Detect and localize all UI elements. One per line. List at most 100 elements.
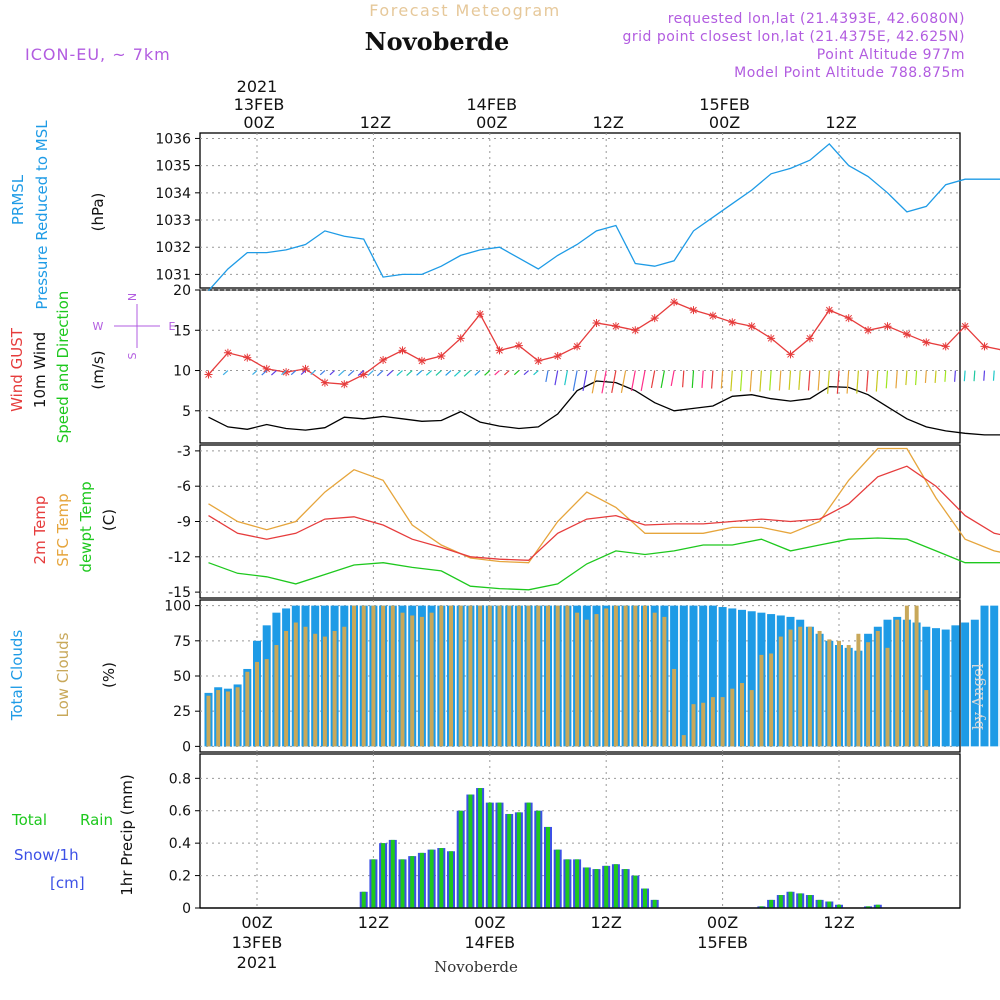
compass-east: E bbox=[169, 320, 176, 333]
wind-arrow bbox=[453, 370, 462, 377]
wind-arrow bbox=[367, 370, 374, 377]
compass-south: S bbox=[126, 352, 139, 359]
gust-marker bbox=[476, 310, 485, 319]
temp-sfc-label: SFC Temp bbox=[54, 493, 72, 566]
low-cloud-bar bbox=[526, 605, 531, 747]
wind-unit: (m/s) bbox=[89, 350, 107, 389]
wind-arrow bbox=[924, 370, 927, 383]
wind-arrow bbox=[329, 370, 336, 376]
total-cloud-bar bbox=[689, 605, 698, 747]
precip-bar bbox=[575, 859, 580, 908]
bottom-hour-label: 00Z bbox=[474, 913, 505, 932]
y-tick-label: 1034 bbox=[155, 186, 191, 202]
wind-arrow bbox=[640, 370, 646, 392]
pressure-label-2: Pressure Reduced to MSL bbox=[33, 120, 51, 310]
y-tick-label: -9 bbox=[177, 515, 191, 531]
y-tick-label: -6 bbox=[177, 479, 191, 495]
wind-arrow bbox=[701, 370, 704, 388]
gust-marker bbox=[708, 311, 717, 320]
gust-marker bbox=[282, 368, 291, 377]
precip-bar bbox=[381, 843, 386, 908]
low-cloud-bar bbox=[371, 605, 376, 747]
wind-arrow bbox=[357, 370, 365, 377]
top-hour-label: 12Z bbox=[593, 113, 624, 132]
wind-arrow bbox=[582, 370, 588, 392]
low-cloud-bar bbox=[216, 690, 221, 747]
gust-marker bbox=[514, 341, 523, 350]
pressure-unit: (hPa) bbox=[89, 193, 107, 232]
bottom-date-label: 14FEB bbox=[464, 933, 515, 952]
bottom-date-label: 15FEB bbox=[697, 933, 748, 952]
gust-marker bbox=[941, 342, 950, 351]
gust-marker bbox=[670, 298, 679, 307]
low-cloud-bar bbox=[904, 605, 909, 747]
total-cloud-bar bbox=[932, 628, 940, 747]
y-tick-label: 0.2 bbox=[169, 869, 191, 885]
low-cloud-bar bbox=[293, 622, 298, 747]
precip-bar bbox=[807, 895, 812, 908]
y-tick-label: 100 bbox=[164, 599, 191, 615]
low-cloud-bar bbox=[827, 639, 832, 747]
wind-arrow bbox=[711, 370, 714, 389]
low-cloud-bar bbox=[846, 645, 851, 747]
precip-bar bbox=[769, 899, 774, 908]
precip-bar bbox=[613, 864, 618, 908]
precip-bar bbox=[516, 812, 521, 908]
wind-arrow bbox=[827, 370, 830, 394]
wind-arrow bbox=[856, 370, 859, 394]
low-cloud-bar bbox=[924, 690, 929, 747]
wind-arrow bbox=[682, 370, 685, 388]
low-cloud-bar bbox=[400, 612, 405, 747]
gust-marker bbox=[883, 322, 892, 331]
wind-arrow bbox=[523, 370, 530, 376]
footer-location: Novoberde bbox=[434, 958, 518, 976]
snow-label: Snow/1h bbox=[14, 846, 79, 864]
low-cloud-bar bbox=[352, 605, 356, 747]
low-cloud-bar bbox=[284, 630, 289, 747]
y-tick-label: -12 bbox=[168, 550, 191, 566]
low-cloud-bar bbox=[885, 647, 890, 747]
top-hour-label: 12Z bbox=[825, 113, 856, 132]
gust-marker bbox=[204, 370, 213, 379]
wind-arrow bbox=[846, 370, 850, 394]
precip-bar bbox=[652, 899, 657, 908]
gust-marker bbox=[650, 314, 659, 323]
low-cloud-bar bbox=[332, 630, 337, 747]
wind-arrow bbox=[788, 370, 792, 390]
low-cloud-bar bbox=[478, 605, 483, 747]
wind-arrow bbox=[691, 370, 695, 388]
precip-bar bbox=[584, 867, 589, 908]
gust-marker bbox=[747, 322, 756, 331]
low-cloud-bar bbox=[769, 653, 774, 747]
low-cloud-bar bbox=[255, 661, 259, 747]
bottom-hour-label: 00Z bbox=[241, 913, 272, 932]
gust-marker bbox=[922, 338, 931, 347]
wind-arrow bbox=[914, 370, 918, 386]
low-cloud-bar bbox=[875, 630, 880, 747]
precip-bar bbox=[643, 888, 647, 908]
compass-west: W bbox=[93, 320, 104, 333]
low-cloud-bar bbox=[487, 605, 492, 747]
gust-marker bbox=[611, 322, 620, 331]
panel-pressure: 1031 1032 1033 1034 1035 1036 bbox=[155, 131, 961, 289]
low-cloud-bar bbox=[235, 687, 240, 747]
low-cloud-bar bbox=[710, 697, 715, 747]
low-cloud-bar bbox=[788, 629, 793, 747]
gust-marker bbox=[379, 356, 388, 365]
y-tick-label: 0.8 bbox=[169, 771, 191, 787]
low-cloud-bar bbox=[759, 654, 764, 747]
precip-bar bbox=[390, 839, 395, 908]
low-cloud-bar bbox=[342, 626, 347, 747]
gust-marker bbox=[864, 326, 873, 335]
wind-arrow bbox=[875, 370, 879, 392]
low-cloud-bar bbox=[555, 605, 560, 747]
low-cloud-bar bbox=[691, 704, 696, 747]
total-cloud-bar bbox=[747, 611, 756, 747]
gust-marker bbox=[689, 306, 698, 315]
low-cloud-bar bbox=[390, 605, 395, 747]
wind-arrow bbox=[836, 370, 840, 394]
panel-frame bbox=[199, 289, 961, 444]
wind-arrow bbox=[425, 370, 433, 376]
low-cloud-bar bbox=[604, 608, 609, 747]
